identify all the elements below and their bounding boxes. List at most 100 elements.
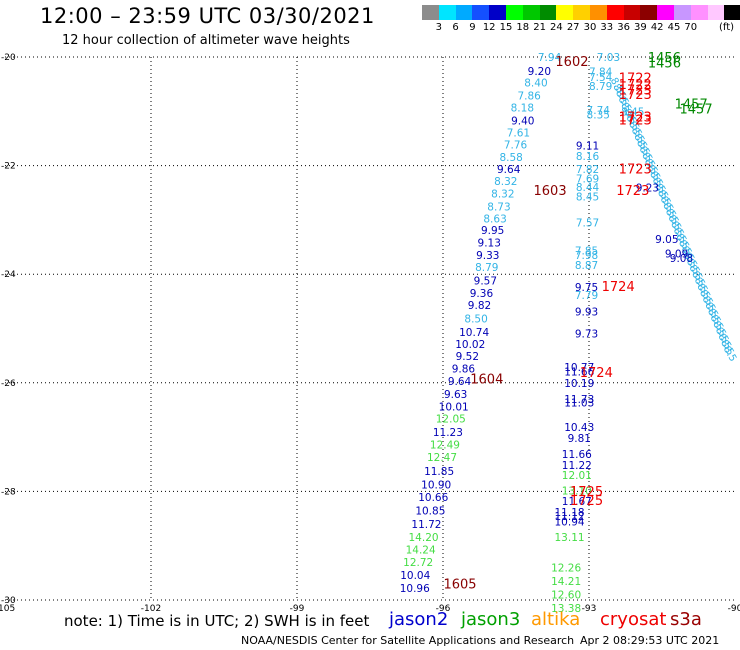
pass-time-label: 1723 (619, 88, 652, 103)
legend-tick-label: 24 (550, 22, 563, 33)
wave-height-label: 12.01 (562, 470, 592, 482)
legend-tick-label: 39 (634, 22, 647, 33)
wave-height-label: 9.05 (655, 234, 678, 246)
wave-height-label: 10.02 (455, 339, 485, 351)
pass-time-label: 1723 (619, 162, 652, 177)
wave-height-label: 9.23 (636, 182, 659, 194)
diagonal-track-label: 8.5 (721, 344, 738, 363)
wave-height-label: 7.03 (597, 52, 620, 64)
wave-height-label: 9.63 (444, 389, 467, 401)
wave-height-label: 8.18 (511, 102, 534, 114)
pass-time-label: 1725 (570, 485, 603, 500)
wave-height-label: 8.40 (524, 78, 547, 90)
wave-height-label: 9.81 (568, 433, 591, 445)
legend-tick-label: 36 (617, 22, 630, 33)
satellite-name-cryosat: cryosat (600, 609, 667, 630)
wave-height-label: 11.66 (564, 366, 594, 378)
legend-tick-label: 9 (469, 22, 476, 33)
wave-height-label: 8.44 (576, 182, 600, 194)
wave-height-label: 10.04 (400, 570, 430, 582)
pass-time-label: 1456 (648, 51, 681, 66)
wave-height-label: 10.43 (564, 422, 594, 434)
y-tick-label: -28 (1, 487, 16, 497)
wave-height-label: 10.96 (400, 583, 430, 595)
legend-swatch (707, 5, 725, 20)
legend-tick-label: 27 (566, 22, 580, 33)
pass-time-label: 1723 (619, 113, 652, 128)
wave-height-label: 12.72 (403, 557, 433, 569)
wave-height-label: 12.26 (551, 562, 581, 574)
wave-height-label: 9.57 (474, 276, 497, 288)
pass-time-label: 1456 (648, 56, 681, 71)
pass-time-label: 1604 (470, 372, 503, 387)
wave-height-label: 12.49 (430, 440, 460, 452)
legend-tick-label: 70 (684, 22, 698, 33)
wave-height-label: 8.16 (576, 151, 600, 163)
wave-height-label: 10.74 (459, 327, 489, 339)
legend-swatch (522, 5, 541, 20)
wave-height-label: 9.75 (575, 282, 598, 294)
legend-tick-label: 12 (482, 22, 496, 33)
timestamp-text: Apr 2 08:29:53 UTC 2021 (580, 634, 720, 647)
wave-height-label: 13.38 (551, 603, 581, 615)
wave-height-label: 8.58 (499, 152, 522, 164)
legend-swatch (573, 5, 591, 20)
wave-height-label: 9.36 (470, 288, 494, 300)
wave-height-label: 11.18 (555, 507, 585, 519)
y-tick-label: -20 (1, 53, 16, 63)
wave-height-label: 13.10 (562, 485, 592, 497)
satellite-name-jason2: jason2 (389, 609, 449, 630)
wave-height-label: 11.67 (562, 496, 592, 508)
legend-swatch (455, 5, 473, 20)
wave-height-label: 7.79 (575, 290, 598, 302)
legend-tick-label: 33 (600, 22, 614, 33)
legend-swatch (690, 5, 709, 20)
wave-height-label: 9.82 (468, 300, 491, 312)
legend-tick-label: 6 (452, 22, 459, 33)
wave-height-label: 7.84 (589, 67, 613, 79)
wave-height-label: 9.33 (476, 250, 499, 262)
satellite-name-altika: altika (531, 609, 581, 630)
pass-time-label: 1457 (680, 103, 713, 118)
wave-height-label: 12.05 (436, 414, 466, 426)
legend-swatch (556, 5, 574, 20)
legend-tick-label: 21 (533, 22, 546, 33)
legend-tick-label: 42 (650, 22, 664, 33)
wave-height-label: 11.72 (411, 519, 441, 531)
wave-height-label: 9.93 (575, 307, 598, 319)
wave-height-label: 10.85 (415, 505, 445, 517)
x-tick-label: -96 (436, 604, 451, 614)
wave-height-label: 7.86 (517, 91, 541, 103)
legend-swatch (640, 5, 658, 20)
satellite-name-s3a: s3a (670, 609, 702, 630)
pass-time-label: 1602 (555, 55, 588, 70)
wave-height-label: 11.12 (555, 511, 585, 523)
x-tick-label: -102 (141, 604, 161, 614)
wave-height-label: 8.73 (487, 201, 510, 213)
wave-height-label: 10.77 (564, 362, 594, 374)
wave-height-label: 12.60 (551, 590, 581, 602)
wave-height-label: 8.35 (587, 110, 610, 122)
legend-unit: (ft) (719, 22, 735, 33)
pass-time-label: 1603 (534, 184, 567, 199)
legend-swatch (506, 5, 524, 20)
wave-height-label: 11.23 (433, 427, 463, 439)
satellite-name-jason3: jason3 (461, 609, 521, 630)
wave-height-label: 7.74 (587, 105, 611, 117)
legend-swatch (489, 5, 507, 20)
wave-height-label: 7.61 (507, 127, 530, 139)
pass-time-label: 1724 (580, 366, 613, 381)
wave-height-label: 7.98 (575, 250, 598, 262)
pass-time-label: 1722 (619, 72, 652, 87)
wave-height-label: 9.13 (478, 238, 501, 250)
x-tick-label: -99 (290, 604, 305, 614)
legend-swatch (438, 5, 457, 20)
wave-height-label: 9.20 (528, 66, 551, 78)
wave-height-label: 9.40 (511, 116, 534, 128)
legend-tick-label: 15 (499, 22, 513, 33)
pass-time-label: 1724 (602, 280, 635, 295)
x-tick-label: -90 (728, 604, 740, 614)
y-tick-label: -30 (1, 596, 16, 606)
